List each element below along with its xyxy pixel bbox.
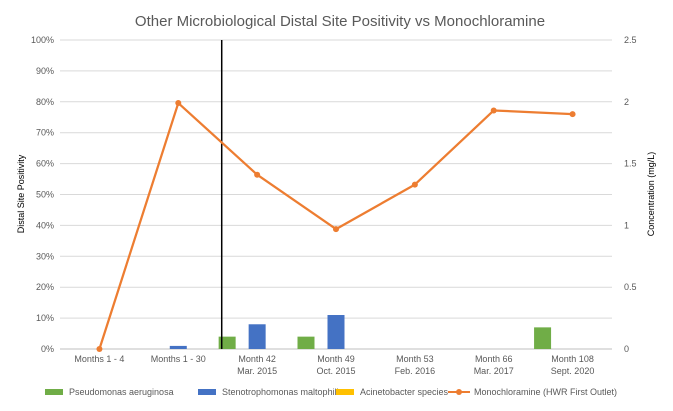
bar: [327, 315, 345, 349]
x-tick-label: Month 42: [238, 354, 276, 364]
y-tick-label: 40%: [36, 220, 54, 230]
y-tick-label: 50%: [36, 190, 54, 200]
y2-tick-label: 2: [624, 97, 629, 107]
y-tick-label: 20%: [36, 282, 54, 292]
x-tick-label: Month 108: [551, 354, 594, 364]
bar: [534, 327, 552, 349]
y2-tick-label: 0: [624, 344, 629, 354]
x-tick-sublabel: Feb. 2016: [395, 366, 436, 376]
x-tick-label: Month 66: [475, 354, 513, 364]
y-tick-label: 100%: [31, 35, 54, 45]
x-tick-sublabel: Oct. 2015: [316, 366, 355, 376]
bar: [169, 345, 187, 349]
x-tick-sublabel: Mar. 2015: [237, 366, 277, 376]
legend-swatch: [198, 389, 216, 395]
legend: Pseudomonas aeruginosa Stenotrophomonas m…: [45, 387, 617, 397]
y-tick-label: 80%: [36, 97, 54, 107]
line-point: [411, 181, 418, 188]
chart-title: Other Microbiological Distal Site Positi…: [135, 13, 545, 30]
right-axis-ticks: 0 0.5 1 1.5 2 2.5: [624, 35, 637, 354]
legend-label: Monochloramine (HWR First Outlet): [474, 387, 617, 397]
x-tick-label: Month 53: [396, 354, 434, 364]
y-tick-label: 60%: [36, 159, 54, 169]
y2-tick-label: 2.5: [624, 35, 637, 45]
x-tick-label: Months 1 - 4: [74, 354, 124, 364]
bar-series: [169, 40, 552, 349]
x-tick-sublabel: Mar. 2017: [474, 366, 514, 376]
legend-marker: [456, 389, 462, 395]
y2-axis-title: Concentration (mg/L): [646, 152, 656, 237]
y-tick-label: 70%: [36, 128, 54, 138]
bar: [218, 336, 236, 349]
legend-swatch: [336, 389, 354, 395]
legend-label: Pseudomonas aeruginosa: [69, 387, 174, 397]
y-tick-label: 30%: [36, 251, 54, 261]
y-tick-label: 10%: [36, 313, 54, 323]
x-tick-label: Month 49: [317, 354, 355, 364]
legend-label: Acinetobacter species: [360, 387, 449, 397]
line-point: [254, 171, 261, 178]
bar: [248, 324, 266, 349]
line-point: [490, 107, 497, 114]
category-axis-labels: Months 1 - 4 Months 1 - 30 Month 42 Mar. 20…: [74, 354, 594, 376]
y2-tick-label: 1: [624, 220, 629, 230]
line-point: [333, 226, 339, 233]
y2-tick-label: 0.5: [624, 282, 637, 292]
x-tick-label: Months 1 - 30: [151, 354, 206, 364]
y-axis-title: Distal Site Positivity: [16, 154, 26, 233]
line-point: [175, 100, 182, 107]
line-series: [96, 100, 576, 352]
line-point: [96, 346, 103, 352]
gridlines: [60, 39, 612, 350]
monochloramine-line: [98, 101, 573, 350]
legend-label: Stenotrophomonas maltophilia: [222, 387, 344, 397]
y-tick-label: 90%: [36, 66, 54, 76]
line-point: [569, 111, 576, 118]
x-tick-sublabel: Sept. 2020: [551, 366, 595, 376]
left-axis-ticks: 0% 10% 20% 30% 40% 50% 60% 70% 80% 90% 100%: [31, 35, 54, 354]
y2-tick-label: 1.5: [624, 159, 637, 169]
y-tick-label: 0%: [41, 344, 54, 354]
legend-swatch: [45, 389, 63, 395]
bar: [297, 336, 315, 349]
